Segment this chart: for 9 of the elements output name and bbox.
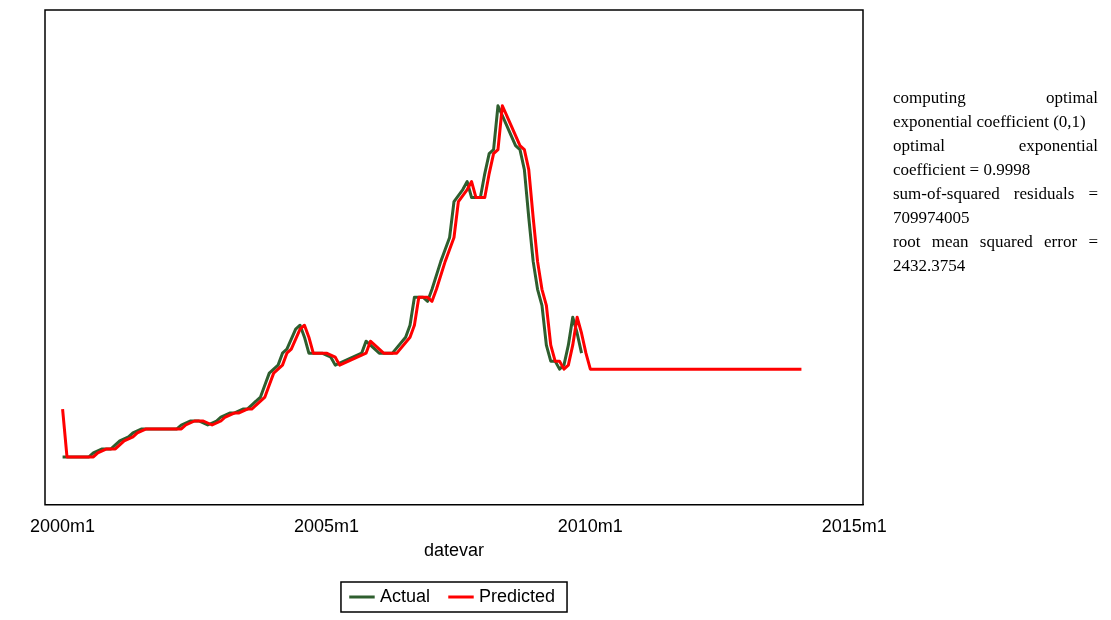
legend-label: Predicted [478,585,556,606]
x-tick-label: 2000m1 [30,515,96,536]
text: computing optimal exponential coefficient (0,1) [893,87,1098,133]
legend-label: Actual [379,585,430,606]
text: root mean squared error = 2432.3754 [893,231,1098,277]
x-tick-label: 2005m1 [293,515,359,536]
x-tick-label: 2010m1 [557,515,623,536]
x-tick-label: 2015m1 [821,515,887,536]
x-axis-title: datevar [423,540,485,561]
